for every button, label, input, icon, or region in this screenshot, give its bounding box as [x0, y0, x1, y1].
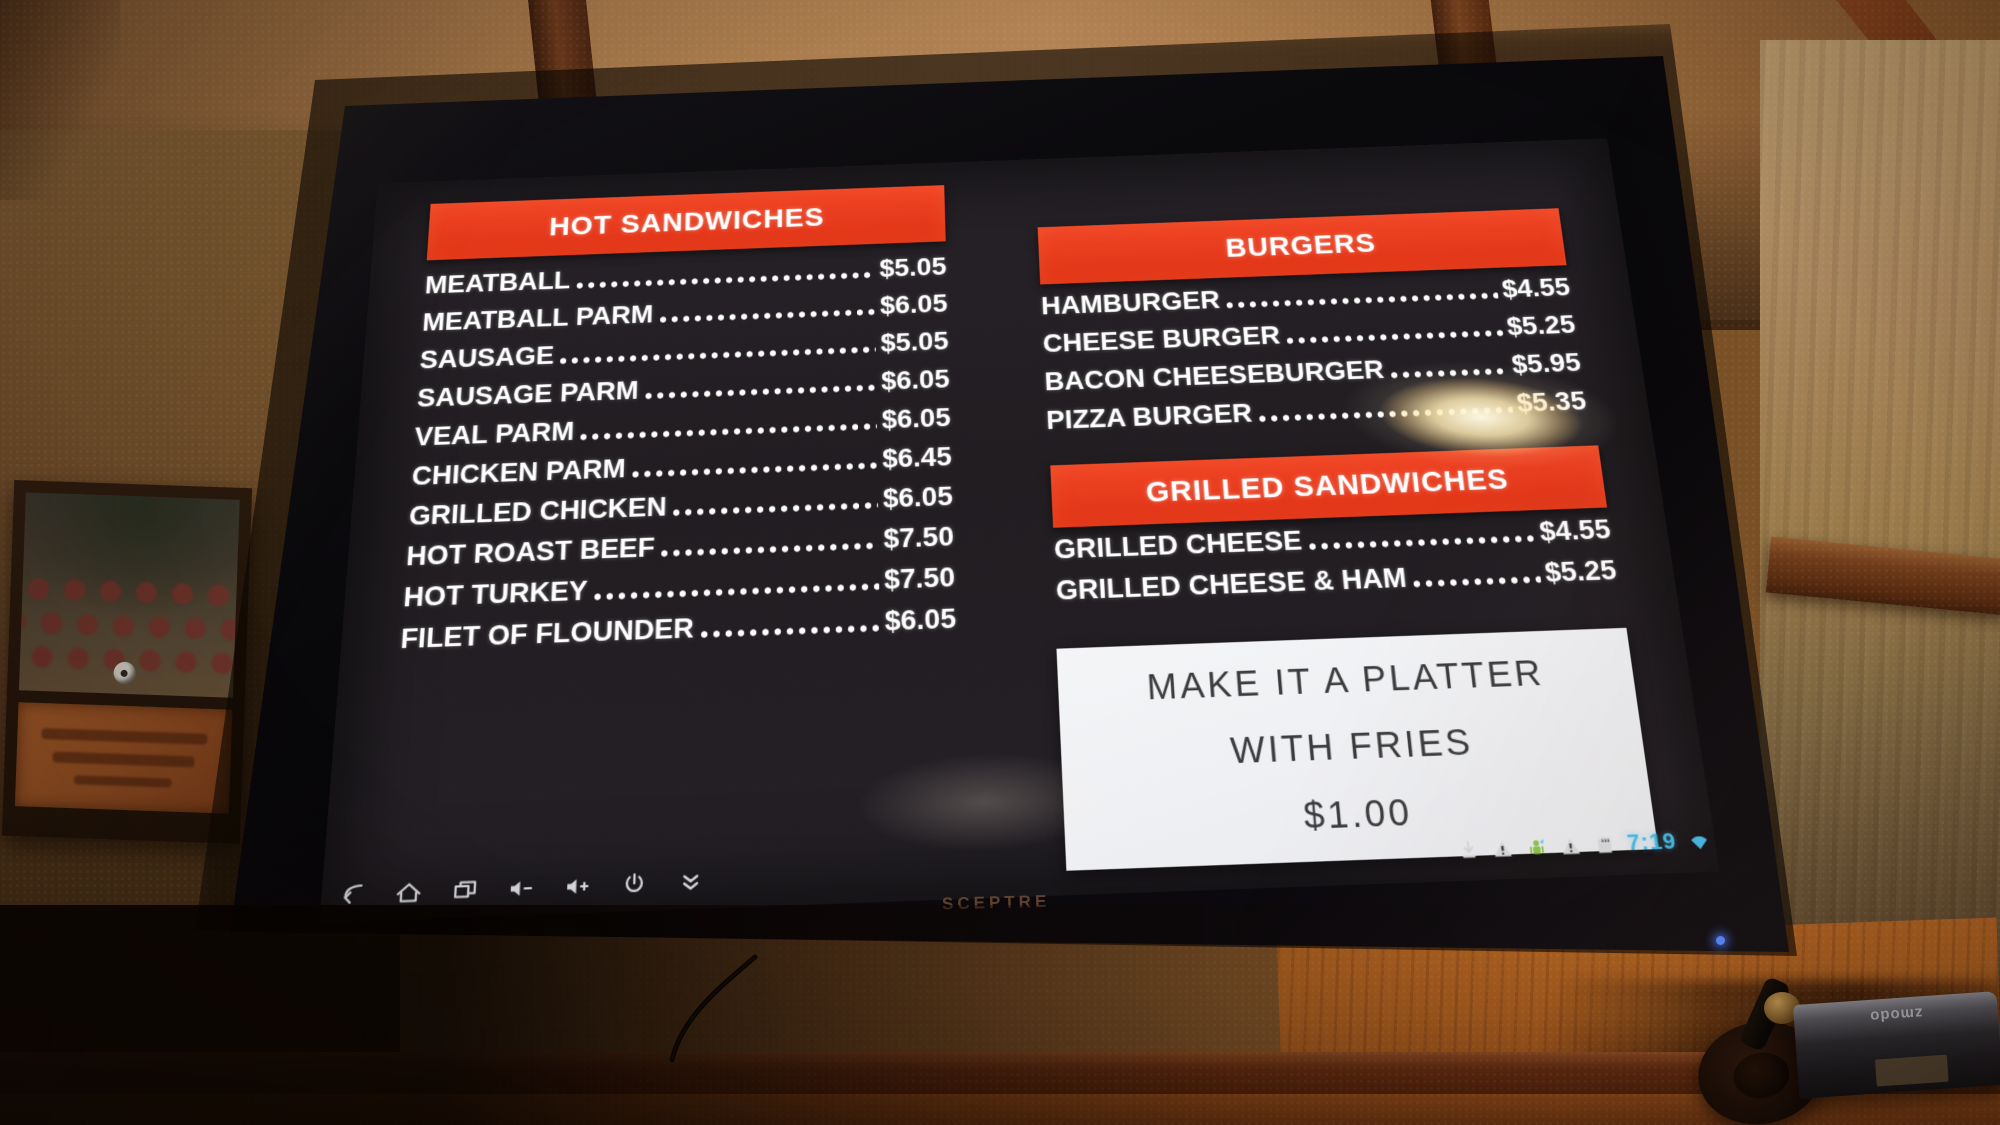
menu-item-name: CHEESE BURGER — [1042, 322, 1281, 357]
menu-item-name: VEAL PARM — [414, 418, 575, 450]
menu-item: GRILLED CHEESE & HAM $5.25 — [1055, 556, 1618, 605]
dotted-leader — [630, 461, 877, 479]
camera-sticker — [1874, 1055, 1948, 1087]
dotted-leader — [671, 501, 878, 517]
corner-shadow-top-left — [0, 0, 120, 200]
menu-item-name: SAUSAGE — [419, 342, 555, 373]
sd-card-icon[interactable] — [1592, 834, 1617, 856]
light-glare-on-price — [1357, 362, 1608, 473]
menu-item-price: $5.25 — [1505, 311, 1577, 339]
tv-screen-menu: HOT SANDWICHES MEATBALL $5.05 MEATBALL PA… — [319, 138, 1719, 922]
engraved-plate — [15, 702, 232, 813]
hot-sandwiches-list: MEATBALL $5.05 MEATBALL PARM $6.05 SAUSAGE… — [399, 254, 957, 667]
dotted-leader — [660, 541, 879, 558]
promo-line-2: WITH FRIES — [1229, 721, 1476, 773]
security-camera: zmodo — [1793, 991, 2000, 1099]
menu-item-name: GRILLED CHEESE & HAM — [1055, 564, 1408, 605]
dotted-leader — [559, 345, 876, 365]
menu-item-name: SAUSAGE PARM — [416, 377, 639, 411]
warning-icon[interactable] — [1558, 835, 1583, 857]
menu-item: MEATBALL PARM $6.05 — [422, 291, 948, 336]
plaque-engraving-illegible — [41, 728, 208, 745]
menu-item-price: $6.05 — [884, 604, 956, 635]
menu-item: FILET OF FLOUNDER $6.05 — [400, 604, 957, 653]
dotted-leader — [658, 308, 876, 324]
menu-item-name: PIZZA BURGER — [1046, 400, 1253, 434]
menu-item: HOT ROAST BEEF $7.50 — [405, 523, 954, 571]
menu-item-name: FILET OF FLOUNDER — [400, 614, 695, 653]
camera-brand-label: zmodo — [1794, 999, 1999, 1030]
menu-item: GRILLED CHICKEN $6.05 — [408, 483, 953, 530]
framed-team-plaque — [2, 480, 252, 844]
power-icon[interactable] — [618, 871, 651, 899]
system-update-icon[interactable] — [1524, 836, 1549, 858]
dotted-leader — [1412, 575, 1542, 589]
section-header-burgers: BURGERS — [1038, 208, 1567, 284]
menu-item: HOT TURKEY $7.50 — [403, 563, 956, 611]
soccer-ball — [113, 662, 136, 685]
menu-item-name: GRILLED CHEESE — [1053, 527, 1303, 564]
menu-item-name: GRILLED CHICKEN — [408, 493, 667, 530]
menu-item: SAUSAGE $5.05 — [419, 328, 949, 373]
plaque-engraving-illegible — [53, 751, 195, 767]
dotted-leader — [575, 271, 875, 290]
android-nav-bar — [335, 868, 707, 908]
menu-item-price: $6.05 — [883, 483, 953, 513]
menu-item-name: HAMBURGER — [1041, 287, 1221, 319]
home-icon[interactable] — [392, 879, 426, 907]
grilled-sandwiches-list: GRILLED CHEESE $4.55 GRILLED CHEESE & HAM… — [1053, 515, 1620, 618]
menu-item-name: MEATBALL — [424, 268, 571, 299]
menu-item-price: $4.55 — [1500, 274, 1571, 302]
dotted-leader — [643, 383, 876, 400]
menu-item-price: $6.05 — [880, 291, 948, 319]
menu-item-price: $5.05 — [880, 328, 949, 356]
menu-item-price: $4.55 — [1538, 515, 1612, 545]
tv-brand-logo: SCEPTRE — [942, 892, 1051, 915]
menu-item-name: HOT ROAST BEEF — [405, 534, 655, 571]
clock-time[interactable]: 7:19 — [1626, 829, 1679, 857]
menu-item: VEAL PARM $6.05 — [414, 404, 951, 450]
dotted-leader — [592, 582, 879, 602]
menu-item-name: CHICKEN PARM — [411, 455, 626, 490]
promo-line-3: $1.00 — [1302, 791, 1414, 839]
menu-item-price: $5.25 — [1543, 556, 1618, 587]
dotted-leader — [579, 422, 877, 441]
menu-item-name: HOT TURKEY — [403, 577, 589, 612]
back-icon[interactable] — [335, 881, 369, 909]
restaurant-menu-board-scene: HOT SANDWICHES MEATBALL $5.05 MEATBALL PA… — [0, 0, 2000, 1125]
menu-item-price: $6.05 — [881, 366, 950, 395]
hide-bar-icon[interactable] — [674, 868, 706, 896]
menu-item: MEATBALL $5.05 — [424, 254, 947, 298]
warning-icon[interactable] — [1490, 837, 1515, 859]
menu-item-price: $7.50 — [884, 563, 955, 594]
tv-power-led — [1716, 936, 1725, 945]
section-header-hot-sandwiches: HOT SANDWICHES — [427, 185, 946, 260]
menu-item-name: MEATBALL PARM — [422, 301, 654, 335]
soft-screen-glare — [821, 734, 1151, 871]
plaque-engraving-illegible — [74, 775, 173, 787]
menu-item-price: $6.45 — [882, 443, 952, 472]
recent-apps-icon[interactable] — [448, 877, 481, 905]
dotted-leader — [1225, 291, 1499, 309]
download-icon[interactable] — [1456, 839, 1481, 861]
promo-line-1: MAKE IT A PLATTER — [1146, 653, 1547, 709]
wood-shelf-front — [0, 1094, 2000, 1125]
menu-item: CHICKEN PARM $6.45 — [411, 443, 952, 490]
team-photo — [19, 492, 240, 697]
menu-item-price: $6.05 — [881, 404, 950, 433]
dotted-leader — [699, 623, 880, 639]
volume-up-icon[interactable] — [561, 873, 594, 901]
dotted-leader — [1307, 534, 1536, 551]
menu-item: SAUSAGE PARM $6.05 — [416, 366, 950, 412]
menu-item-price: $7.50 — [883, 523, 954, 553]
menu-item-price: $5.05 — [879, 254, 947, 282]
tv-cable — [600, 935, 820, 1085]
volume-down-icon[interactable] — [505, 875, 538, 903]
wifi-icon[interactable] — [1687, 830, 1712, 852]
